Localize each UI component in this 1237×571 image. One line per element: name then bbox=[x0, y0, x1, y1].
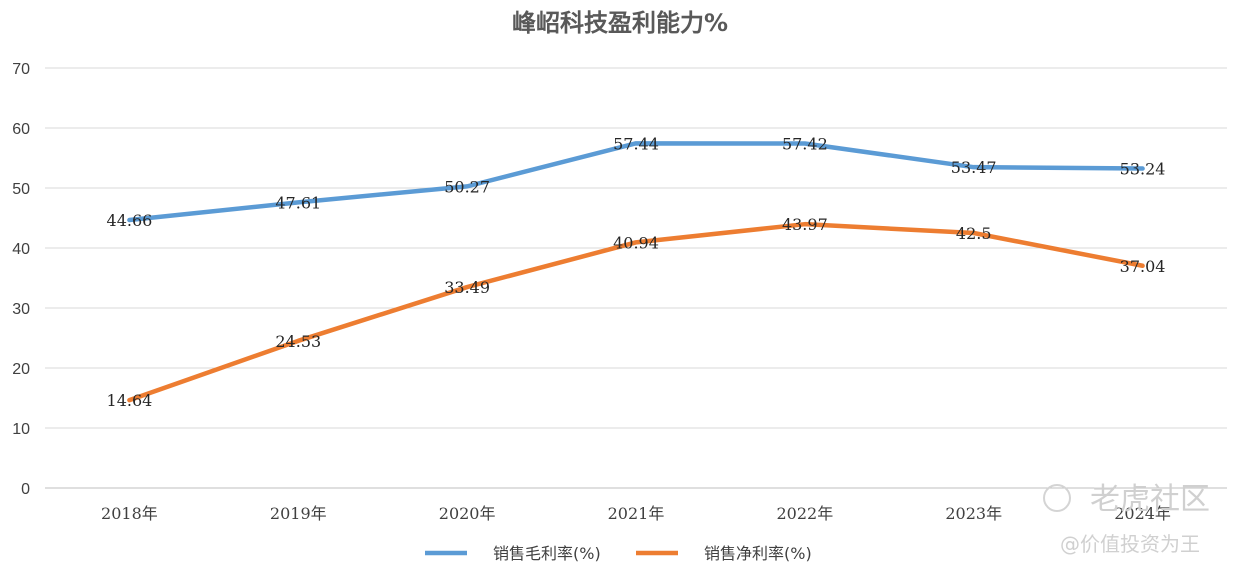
legend-label-1: 销售净利率(%) bbox=[704, 544, 812, 563]
watermark-line2: @价值投资为王 bbox=[1060, 532, 1200, 556]
y-tick-label: 30 bbox=[12, 301, 30, 318]
watermark: 老虎社区 @价值投资为王 bbox=[1043, 482, 1210, 556]
y-tick-label: 10 bbox=[12, 421, 30, 438]
y-tick-label: 0 bbox=[21, 481, 30, 498]
y-tick-label: 70 bbox=[12, 61, 30, 78]
y-axis-ticks: 0 10 20 30 40 50 60 70 bbox=[12, 61, 30, 498]
data-label: 47.61 bbox=[275, 193, 321, 212]
x-tick-label: 2018年 bbox=[101, 504, 158, 523]
x-tick-label: 2024年 bbox=[1114, 504, 1171, 523]
data-label: 24.53 bbox=[275, 332, 321, 351]
data-label: 37.04 bbox=[1120, 257, 1166, 276]
x-axis-ticks: 2018年 2019年 2020年 2021年 2022年 2023年 2024年 bbox=[101, 504, 1171, 523]
data-label: 44.66 bbox=[107, 211, 153, 230]
data-labels: 44.66 47.61 50.27 57.44 57.42 53.47 53.24 14.64… bbox=[107, 134, 1166, 410]
watermark-line1: 老虎社区 bbox=[1090, 482, 1210, 517]
series-group bbox=[127, 141, 1145, 403]
legend: 销售毛利率(%) 销售净利率(%) bbox=[425, 544, 812, 563]
data-label: 43.97 bbox=[782, 215, 828, 234]
x-tick-label: 2019年 bbox=[270, 504, 327, 523]
y-tick-label: 50 bbox=[12, 181, 30, 198]
series-line-1 bbox=[127, 221, 1145, 403]
data-label: 53.47 bbox=[951, 158, 997, 177]
data-label: 33.49 bbox=[444, 278, 490, 297]
legend-label-0: 销售毛利率(%) bbox=[493, 544, 601, 563]
data-label: 40.94 bbox=[613, 233, 659, 252]
x-tick-label: 2023年 bbox=[945, 504, 1002, 523]
y-tick-label: 40 bbox=[12, 241, 30, 258]
data-label: 57.42 bbox=[782, 134, 828, 153]
data-label: 57.44 bbox=[613, 134, 659, 153]
x-tick-label: 2021年 bbox=[608, 504, 665, 523]
data-label: 53.24 bbox=[1120, 160, 1166, 179]
chart-title: 峰岹科技盈利能力% bbox=[512, 9, 728, 37]
x-tick-label: 2022年 bbox=[776, 504, 833, 523]
watermark-logo-icon bbox=[1043, 484, 1071, 512]
x-tick-label: 2020年 bbox=[439, 504, 496, 523]
y-tick-label: 60 bbox=[12, 121, 30, 138]
gridlines bbox=[45, 67, 1227, 489]
y-tick-label: 20 bbox=[12, 361, 30, 378]
data-label: 14.64 bbox=[107, 391, 153, 410]
data-label: 42.5 bbox=[956, 224, 992, 243]
data-label: 50.27 bbox=[444, 177, 490, 196]
series-line-0 bbox=[127, 141, 1145, 223]
